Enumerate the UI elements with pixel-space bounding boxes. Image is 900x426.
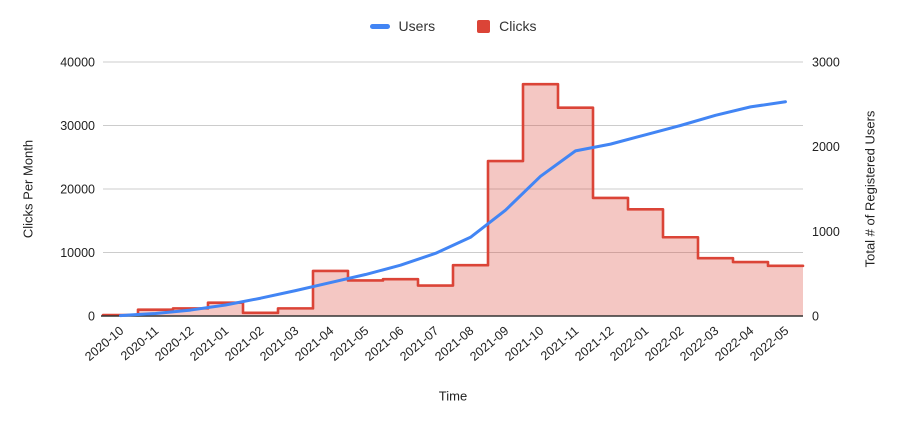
legend-clicks-label: Clicks [499, 18, 537, 34]
x-tick-label: 2022-05 [747, 324, 791, 364]
x-tick-label: 2021-09 [467, 324, 511, 364]
y-right-tick-label: 2000 [812, 140, 840, 154]
x-tick-label: 2021-07 [397, 324, 441, 364]
x-tick-label: 2021-03 [257, 324, 301, 364]
x-axis-title: Time [438, 388, 468, 404]
x-tick-label: 2021-02 [222, 324, 266, 364]
clicks-square-marker-icon [477, 19, 491, 33]
y-right-tick-label: 3000 [812, 56, 840, 70]
right-axis-title: Total # of Registered Users [862, 110, 878, 268]
y-right-tick-label: 1000 [812, 225, 840, 239]
x-tick-label: 2020-10 [82, 324, 126, 364]
legend-item-users: Users [369, 18, 436, 34]
x-tick-label: 2021-04 [292, 324, 336, 364]
x-tick-label: 2021-05 [327, 324, 371, 364]
x-tick-label: 2021-06 [362, 324, 406, 364]
y-left-tick-label: 20000 [60, 183, 95, 197]
x-tick-label: 2020-12 [152, 324, 196, 364]
clicks-area-fill [103, 84, 803, 316]
y-left-tick-label: 0 [88, 310, 95, 324]
clicks-area-outline [101, 82, 805, 317]
chart-legend: Users Clicks [103, 18, 803, 34]
y-left-tick-label: 40000 [60, 56, 95, 70]
y-right-tick-label: 0 [812, 310, 819, 324]
y-left-tick-label: 10000 [60, 246, 95, 260]
x-tick-label: 2021-01 [187, 324, 231, 364]
x-tick-label: 2022-02 [642, 324, 686, 364]
legend-users-label: Users [398, 18, 436, 34]
y-left-tick-label: 30000 [60, 119, 95, 133]
users-line [119, 100, 787, 318]
x-tick-label: 2021-08 [432, 324, 476, 364]
left-axis-title: Clicks Per Month [20, 139, 36, 239]
x-tick-label: 2022-03 [677, 324, 721, 364]
users-line-marker-icon [369, 23, 390, 29]
legend-item-clicks: Clicks [477, 18, 536, 34]
x-tick-label: 2021-10 [502, 324, 546, 364]
x-tick-label: 2022-01 [607, 324, 651, 364]
x-tick-label: 2021-12 [572, 324, 616, 364]
x-tick-label: 2022-04 [712, 324, 756, 364]
